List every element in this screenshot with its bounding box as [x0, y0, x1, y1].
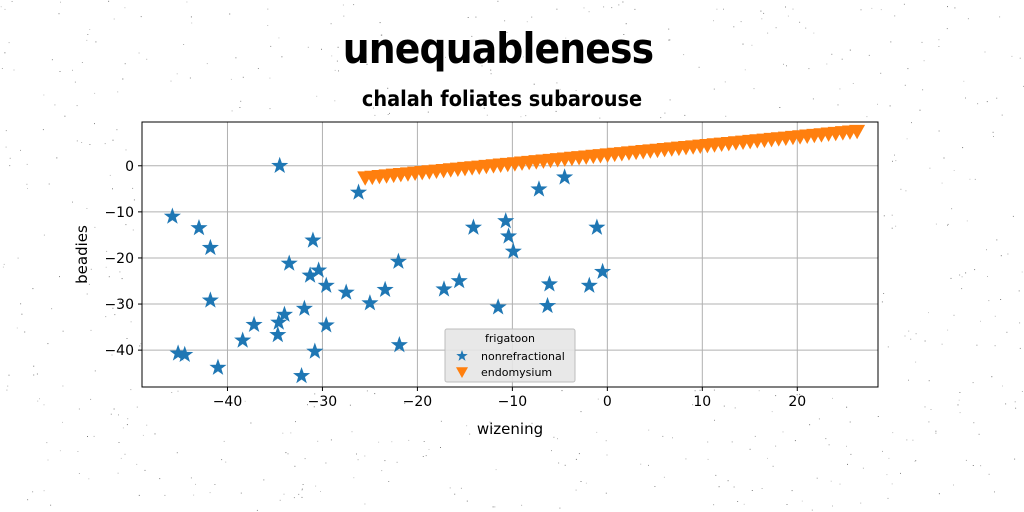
- y-tick-label: 0: [125, 159, 134, 175]
- data-point-nonrefractional: [234, 331, 252, 348]
- plot-frame: [141, 121, 879, 388]
- data-point-nonrefractional: [163, 207, 181, 224]
- data-point-nonrefractional: [176, 345, 194, 363]
- data-point-nonrefractional: [245, 315, 263, 333]
- data-point-nonrefractional: [556, 168, 574, 185]
- data-point-nonrefractional: [317, 316, 335, 333]
- data-point-nonrefractional: [435, 280, 453, 297]
- data-point-nonrefractional: [292, 366, 311, 384]
- legend-box: [444, 328, 576, 383]
- data-point-nonrefractional: [270, 313, 288, 330]
- legend-title: frigatoon: [485, 332, 535, 345]
- data-point-nonrefractional: [389, 252, 407, 269]
- data-point-nonrefractional: [269, 325, 287, 343]
- data-point-nonrefractional: [201, 291, 219, 308]
- data-point-nonrefractional: [310, 261, 328, 278]
- y-axis-ticks: 0 −10 −20 −30 −40: [104, 159, 142, 359]
- data-point-nonrefractional: [280, 254, 298, 271]
- data-point-nonrefractional: [390, 336, 408, 353]
- data-point-nonrefractional: [349, 183, 368, 200]
- y-tick-label: −40: [104, 343, 134, 359]
- x-tick-label: 10: [693, 394, 711, 410]
- data-point-nonrefractional: [295, 299, 313, 316]
- data-point-nonrefractional: [301, 266, 319, 283]
- data-point-nonrefractional: [201, 238, 219, 256]
- x-tick-label: −30: [308, 394, 338, 410]
- data-point-nonrefractional: [588, 218, 606, 235]
- data-point-nonrefractional: [361, 294, 379, 311]
- data-point-nonrefractional: [450, 272, 468, 289]
- y-axis-label: beadies: [73, 225, 91, 284]
- legend-marker-nonrefractional: [456, 350, 468, 361]
- data-point-nonrefractional: [489, 298, 507, 315]
- data-point-nonrefractional: [209, 358, 227, 375]
- chart-subtitle: chalah foliates subarouse: [361, 87, 643, 111]
- x-tick-label: −10: [498, 394, 528, 410]
- data-point-nonrefractional: [538, 296, 557, 314]
- chart-title: unequableness: [342, 24, 654, 73]
- data-point-nonrefractional: [594, 262, 612, 280]
- data-point-nonrefractional: [271, 156, 289, 174]
- legend-label-nonrefractional: nonrefractional: [481, 350, 565, 363]
- legend-items: nonrefractional endomysium: [456, 350, 565, 379]
- data-point-nonrefractional: [504, 242, 522, 259]
- data-point-nonrefractional: [500, 227, 518, 244]
- data-point-nonrefractional: [337, 283, 355, 300]
- y-tick-label: −10: [104, 205, 134, 221]
- data-point-nonrefractional: [376, 280, 394, 298]
- data-point-nonrefractional: [304, 231, 322, 248]
- plot-marks: [163, 124, 866, 384]
- legend-marker-endomysium: [456, 367, 468, 378]
- y-tick-label: −20: [104, 251, 134, 267]
- x-tick-label: −40: [213, 394, 243, 410]
- legend-label-endomysium: endomysium: [481, 366, 552, 379]
- data-point-nonrefractional: [190, 219, 208, 236]
- data-point-nonrefractional: [317, 276, 335, 293]
- legend: frigatoon nonrefractional endomysium: [444, 328, 576, 383]
- data-point-nonrefractional: [580, 276, 598, 293]
- y-tick-label: −30: [104, 297, 134, 313]
- data-point-nonrefractional: [540, 275, 558, 292]
- data-point-nonrefractional: [497, 212, 515, 229]
- x-tick-label: 0: [603, 394, 612, 410]
- data-point-nonrefractional: [464, 218, 482, 235]
- data-point-nonrefractional: [530, 180, 548, 197]
- x-tick-label: 20: [788, 394, 806, 410]
- x-axis-ticks: −40 −30 −20 −10 0 10 20: [213, 387, 806, 410]
- x-axis-label: wizening: [477, 420, 543, 438]
- data-point-nonrefractional: [275, 305, 294, 322]
- data-point-endomysium: [849, 124, 866, 140]
- x-tick-label: −20: [403, 394, 433, 410]
- data-point-nonrefractional: [306, 342, 324, 359]
